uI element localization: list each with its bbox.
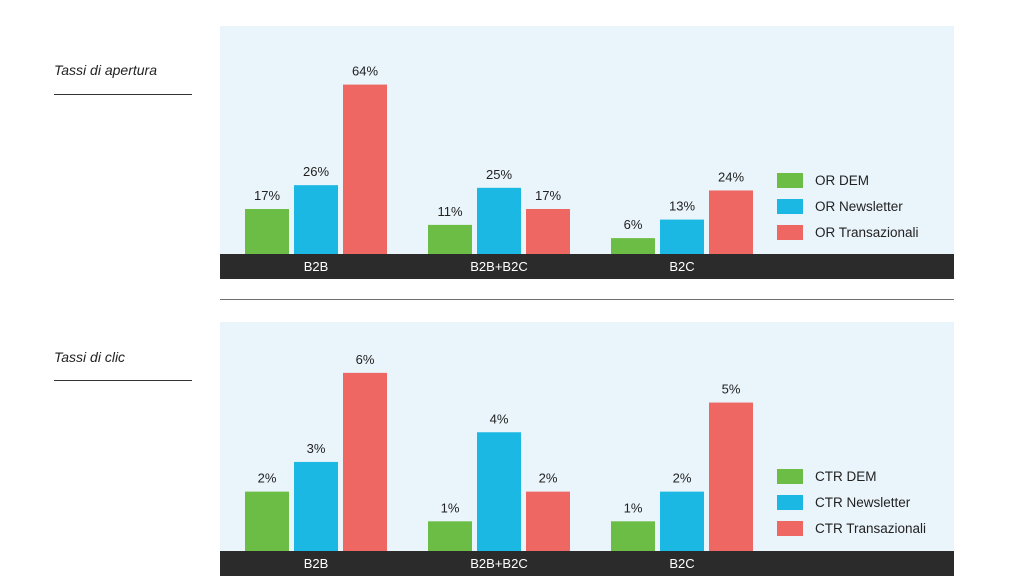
value-label-ctr-newsletter-b2c: 2% <box>673 471 692 486</box>
legend-label-ctr-dem: CTR DEM <box>815 469 877 484</box>
section-divider <box>220 299 954 300</box>
value-label-ctr-transazionali-b2c: 5% <box>722 382 741 397</box>
value-label-ctr-transazionali-b2b: 6% <box>356 352 375 367</box>
legend-label-or-newsletter: OR Newsletter <box>815 199 903 214</box>
legend-label-ctr-transazionali: CTR Transazionali <box>815 521 926 536</box>
bar-or-dem-b2b-b2c <box>428 224 472 254</box>
category-label-b2b-b2c: B2B+B2C <box>470 259 527 274</box>
plot-background <box>220 322 954 551</box>
value-label-or-newsletter-b2b: 26% <box>303 164 329 179</box>
value-label-or-newsletter-b2b-b2c: 25% <box>486 167 512 182</box>
legend-swatch-or-dem <box>777 173 803 188</box>
bar-ctr-transazionali-b2c <box>709 402 753 551</box>
bar-or-dem-b2b <box>245 209 289 254</box>
value-label-ctr-transazionali-b2b-b2c: 2% <box>539 471 558 486</box>
bar-ctr-newsletter-b2c <box>660 491 704 551</box>
bar-ctr-dem-b2b-b2c <box>428 521 472 551</box>
value-label-ctr-dem-b2c: 1% <box>624 500 643 515</box>
legend-label-ctr-newsletter: CTR Newsletter <box>815 495 911 510</box>
bar-ctr-dem-b2c <box>611 521 655 551</box>
legend-swatch-ctr-dem <box>777 469 803 484</box>
bar-or-transazionali-b2b-b2c <box>526 209 570 254</box>
bar-or-newsletter-b2b <box>294 185 338 254</box>
value-label-or-transazionali-b2c: 24% <box>718 169 744 184</box>
value-label-ctr-newsletter-b2b-b2c: 4% <box>490 411 509 426</box>
bar-ctr-newsletter-b2b <box>294 461 338 551</box>
category-axis-band <box>220 551 954 576</box>
category-axis-band <box>220 254 954 279</box>
bar-or-newsletter-b2b-b2c <box>477 187 521 254</box>
legend-swatch-ctr-transazionali <box>777 521 803 536</box>
value-label-or-newsletter-b2c: 13% <box>669 199 695 214</box>
value-label-ctr-dem-b2b: 2% <box>258 471 277 486</box>
bar-ctr-transazionali-b2b-b2c <box>526 491 570 551</box>
bar-or-dem-b2c <box>611 238 655 254</box>
click-rates-chart: 2% 3% 6% B2B 1% 4% 2% B2B+B2C 1% 2% 5% B2C CTR DEM CT… <box>220 322 954 576</box>
bar-ctr-transazionali-b2b <box>343 372 387 551</box>
category-label-b2b-b2c: B2B+B2C <box>470 556 527 571</box>
plot-background <box>220 26 954 254</box>
value-label-ctr-dem-b2b-b2c: 1% <box>441 500 460 515</box>
value-label-or-dem-b2c: 6% <box>624 217 643 232</box>
bar-or-transazionali-b2c <box>709 190 753 254</box>
bar-or-newsletter-b2c <box>660 219 704 254</box>
value-label-ctr-newsletter-b2b: 3% <box>307 441 326 456</box>
category-label-b2b: B2B <box>304 259 329 274</box>
open-rates-chart: 17% 26% 64% B2B 11% 25% 17% B2B+B2C 6% 13% 24% B2C O… <box>220 26 954 279</box>
bar-ctr-newsletter-b2b-b2c <box>477 432 521 551</box>
chart-title-open-rates: Tassi di apertura <box>54 62 157 78</box>
value-label-or-transazionali-b2b-b2c: 17% <box>535 188 561 203</box>
bar-or-transazionali-b2b <box>343 84 387 255</box>
chart-title-open-rates-underline <box>54 94 192 95</box>
legend-swatch-or-transazionali <box>777 225 803 240</box>
chart-title-click-rates-underline <box>54 380 192 381</box>
value-label-or-dem-b2b-b2c: 11% <box>437 204 462 219</box>
category-label-b2c: B2C <box>669 259 694 274</box>
value-label-or-transazionali-b2b: 64% <box>352 64 378 79</box>
category-label-b2c: B2C <box>669 556 694 571</box>
bar-ctr-dem-b2b <box>245 491 289 551</box>
category-label-b2b: B2B <box>304 556 329 571</box>
legend-swatch-or-newsletter <box>777 199 803 214</box>
legend-label-or-transazionali: OR Transazionali <box>815 225 919 240</box>
legend-label-or-dem: OR DEM <box>815 173 869 188</box>
chart-title-click-rates: Tassi di clic <box>54 349 126 365</box>
value-label-or-dem-b2b: 17% <box>254 188 280 203</box>
legend-swatch-ctr-newsletter <box>777 495 803 510</box>
